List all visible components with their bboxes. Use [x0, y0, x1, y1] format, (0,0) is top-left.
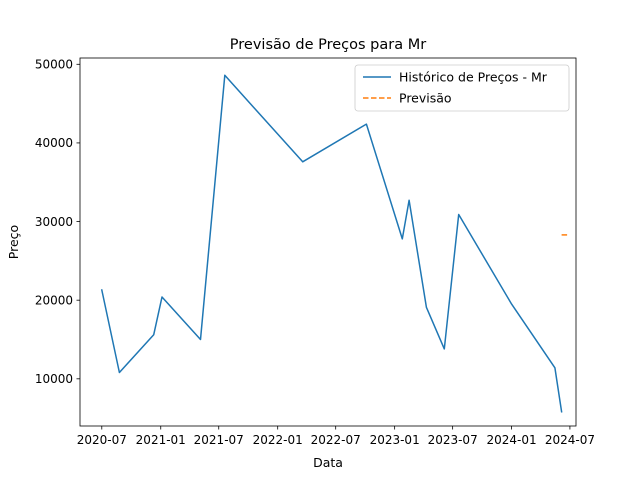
x-tick-label: 2023-07 — [428, 433, 478, 447]
y-tick-label: 50000 — [35, 58, 73, 72]
x-tick-label: 2021-01 — [136, 433, 186, 447]
y-tick-label: 40000 — [35, 136, 73, 150]
x-tick-label: 2024-01 — [487, 433, 537, 447]
x-tick-label: 2021-07 — [194, 433, 244, 447]
x-tick-label: 2022-01 — [253, 433, 303, 447]
series-line-history — [100, 74, 563, 413]
y-axis-label: Preço — [6, 225, 21, 259]
y-tick-label: 30000 — [35, 215, 73, 229]
x-tick-label: 2020-07 — [77, 433, 127, 447]
x-tick-label: 2022-07 — [311, 433, 361, 447]
legend-box — [354, 64, 570, 112]
y-tick-label: 20000 — [35, 293, 73, 307]
axes-frame — [79, 57, 577, 427]
chart-title: Previsão de Preços para Mr — [230, 37, 426, 53]
y-axis: 10000 20000 30000 40000 50000 — [35, 58, 80, 386]
x-tick-label: 2023-01 — [370, 433, 420, 447]
legend-label-forecast: Previsão — [399, 91, 452, 106]
plot-area — [100, 74, 570, 413]
legend-label-history: Histórico de Preços - Mr — [399, 70, 548, 85]
x-axis-label: Data — [313, 455, 343, 470]
x-axis: 2020-07 2021-01 2021-07 2022-01 2022-07 2023-… — [77, 426, 595, 447]
y-tick-label: 10000 — [35, 372, 73, 386]
legend: Histórico de Preços - Mr Previsão — [354, 64, 570, 112]
x-tick-label: 2024-07 — [545, 433, 595, 447]
